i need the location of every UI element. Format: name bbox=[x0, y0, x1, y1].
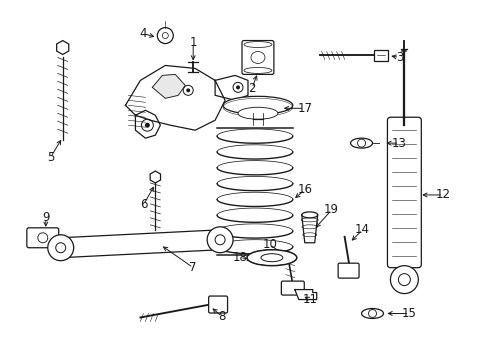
Circle shape bbox=[389, 266, 417, 293]
Ellipse shape bbox=[238, 107, 277, 119]
Text: 6: 6 bbox=[140, 198, 147, 211]
Ellipse shape bbox=[223, 96, 292, 114]
Text: 13: 13 bbox=[391, 137, 406, 150]
FancyBboxPatch shape bbox=[337, 263, 358, 278]
Text: 4: 4 bbox=[140, 27, 147, 40]
Text: 14: 14 bbox=[354, 223, 369, 236]
Text: 9: 9 bbox=[42, 211, 49, 224]
FancyBboxPatch shape bbox=[242, 41, 273, 75]
Polygon shape bbox=[294, 289, 316, 300]
Ellipse shape bbox=[301, 212, 317, 218]
Polygon shape bbox=[215, 75, 247, 100]
FancyBboxPatch shape bbox=[27, 228, 59, 248]
Text: 1: 1 bbox=[189, 36, 197, 49]
FancyBboxPatch shape bbox=[208, 296, 227, 313]
Polygon shape bbox=[152, 75, 185, 98]
Text: 8: 8 bbox=[218, 310, 225, 323]
Circle shape bbox=[186, 88, 190, 92]
Polygon shape bbox=[60, 230, 220, 258]
Ellipse shape bbox=[361, 309, 383, 319]
Text: 16: 16 bbox=[297, 184, 312, 197]
Circle shape bbox=[48, 235, 74, 261]
Text: 15: 15 bbox=[401, 307, 416, 320]
Text: 5: 5 bbox=[47, 150, 54, 163]
Text: 18: 18 bbox=[232, 251, 247, 264]
Ellipse shape bbox=[246, 250, 296, 266]
Polygon shape bbox=[301, 215, 317, 243]
FancyBboxPatch shape bbox=[281, 281, 304, 295]
Text: 19: 19 bbox=[324, 203, 339, 216]
Text: 2: 2 bbox=[248, 82, 255, 95]
Ellipse shape bbox=[350, 138, 372, 148]
FancyBboxPatch shape bbox=[386, 117, 421, 268]
Circle shape bbox=[207, 227, 233, 253]
Circle shape bbox=[144, 123, 149, 128]
Circle shape bbox=[236, 85, 240, 89]
Text: 11: 11 bbox=[302, 293, 317, 306]
Text: 17: 17 bbox=[297, 102, 312, 115]
Ellipse shape bbox=[261, 254, 282, 262]
Polygon shape bbox=[135, 110, 160, 138]
Text: 3: 3 bbox=[395, 51, 402, 64]
FancyBboxPatch shape bbox=[374, 50, 387, 62]
Polygon shape bbox=[125, 66, 224, 130]
Text: 12: 12 bbox=[435, 188, 450, 202]
Text: 7: 7 bbox=[189, 261, 197, 274]
Text: 10: 10 bbox=[262, 238, 277, 251]
